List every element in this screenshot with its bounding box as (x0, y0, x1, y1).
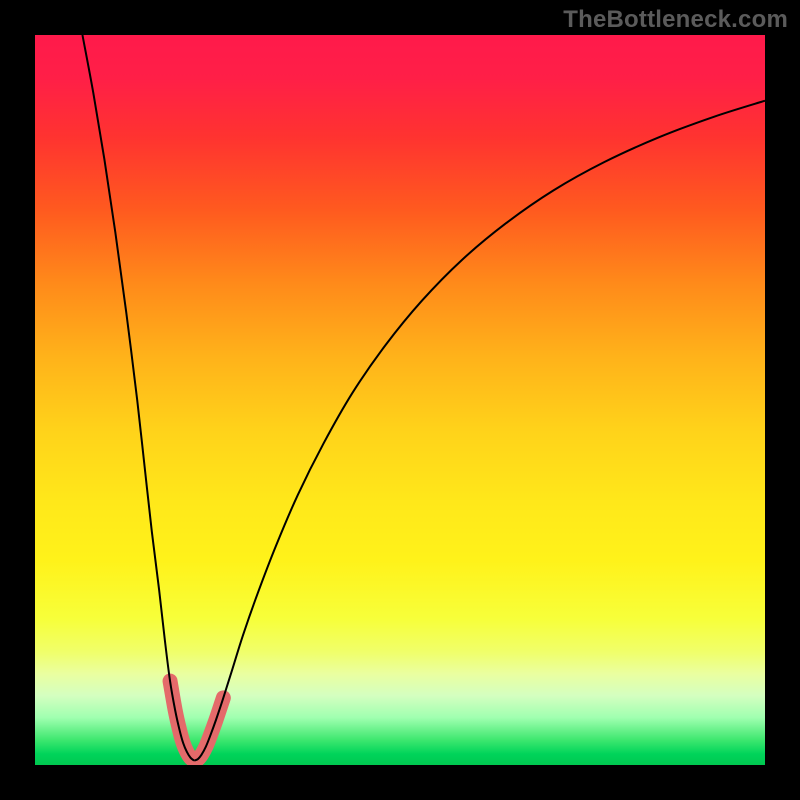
bottleneck-chart (0, 0, 800, 800)
watermark-text: TheBottleneck.com (563, 6, 788, 34)
gradient-background (35, 35, 765, 765)
